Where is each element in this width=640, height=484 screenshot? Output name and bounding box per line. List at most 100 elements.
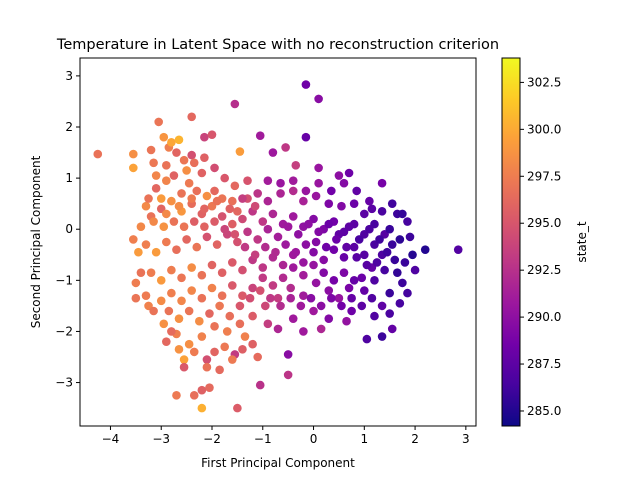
data-point [202,191,212,201]
data-point [327,293,336,303]
data-point [261,301,270,311]
colorbar-tick-label: 285.0 [527,404,561,418]
data-point [245,293,255,303]
data-point [304,219,313,229]
data-point [276,189,285,198]
data-point [344,222,354,231]
data-point [187,194,196,203]
data-point [339,253,349,262]
data-point [192,186,202,196]
data-point [403,288,412,298]
data-point [329,276,339,285]
data-point [164,306,174,316]
data-point [316,301,326,311]
data-point [172,391,181,400]
data-point [255,286,265,295]
data-point [202,362,212,372]
data-point [365,196,374,206]
data-point [233,207,242,216]
data-point [172,245,181,254]
y-tick-label: 2 [65,120,73,134]
data-point [146,268,156,277]
data-point [342,316,351,326]
data-point [129,149,138,159]
x-tick-label: −2 [203,432,221,446]
data-point [327,186,336,196]
data-point [222,327,232,336]
data-point [192,242,202,252]
data-point [149,158,158,168]
data-point [210,186,219,196]
data-point [197,403,207,413]
data-point [177,296,186,306]
data-point [365,224,374,234]
data-point [299,291,308,300]
data-point [321,242,331,252]
data-point [309,247,318,257]
data-point [177,273,186,283]
data-point [167,288,176,298]
data-point [278,260,288,270]
y-tick-label: −2 [55,324,73,338]
data-point [309,306,318,316]
data-point [233,403,242,413]
data-point [167,327,176,336]
data-point [179,155,189,165]
data-point [230,181,240,191]
data-point [220,173,229,183]
data-point [233,237,242,247]
data-point [319,268,328,277]
data-point [205,309,214,318]
data-point [162,161,171,170]
data-point [172,148,181,157]
data-point [357,301,367,311]
data-point [151,184,161,193]
data-point [159,132,169,142]
data-point [360,250,369,260]
data-point [258,217,268,226]
data-point [263,319,273,329]
data-point [205,383,214,392]
data-point [212,240,222,249]
data-point [215,365,224,375]
data-point [276,301,285,311]
data-point [288,263,298,272]
data-point [395,235,405,244]
data-point [255,131,265,140]
data-point [314,94,323,104]
data-point [159,222,169,231]
data-point [228,281,237,290]
data-point [273,324,283,334]
data-point [288,212,298,221]
data-point [294,230,303,239]
data-point [367,293,377,303]
data-point [162,337,171,346]
data-point [197,385,207,395]
data-point [314,163,323,173]
data-point [230,99,240,109]
data-point [337,201,346,211]
data-point [261,242,270,252]
data-point [329,245,339,254]
data-point [220,342,229,352]
data-point [370,311,379,321]
data-point [385,224,394,234]
data-point [288,314,298,323]
data-point [162,176,171,185]
data-point [207,283,217,293]
data-point [301,240,311,249]
data-point [344,168,354,178]
data-point [210,217,219,226]
data-point [141,201,151,211]
data-point [220,224,229,234]
data-point [151,171,161,180]
data-point [134,247,143,257]
data-point [187,150,196,160]
data-point [299,270,308,280]
data-point [159,319,169,329]
data-point [162,237,171,247]
data-point [240,242,250,252]
data-point [187,286,196,295]
data-point [268,209,278,219]
